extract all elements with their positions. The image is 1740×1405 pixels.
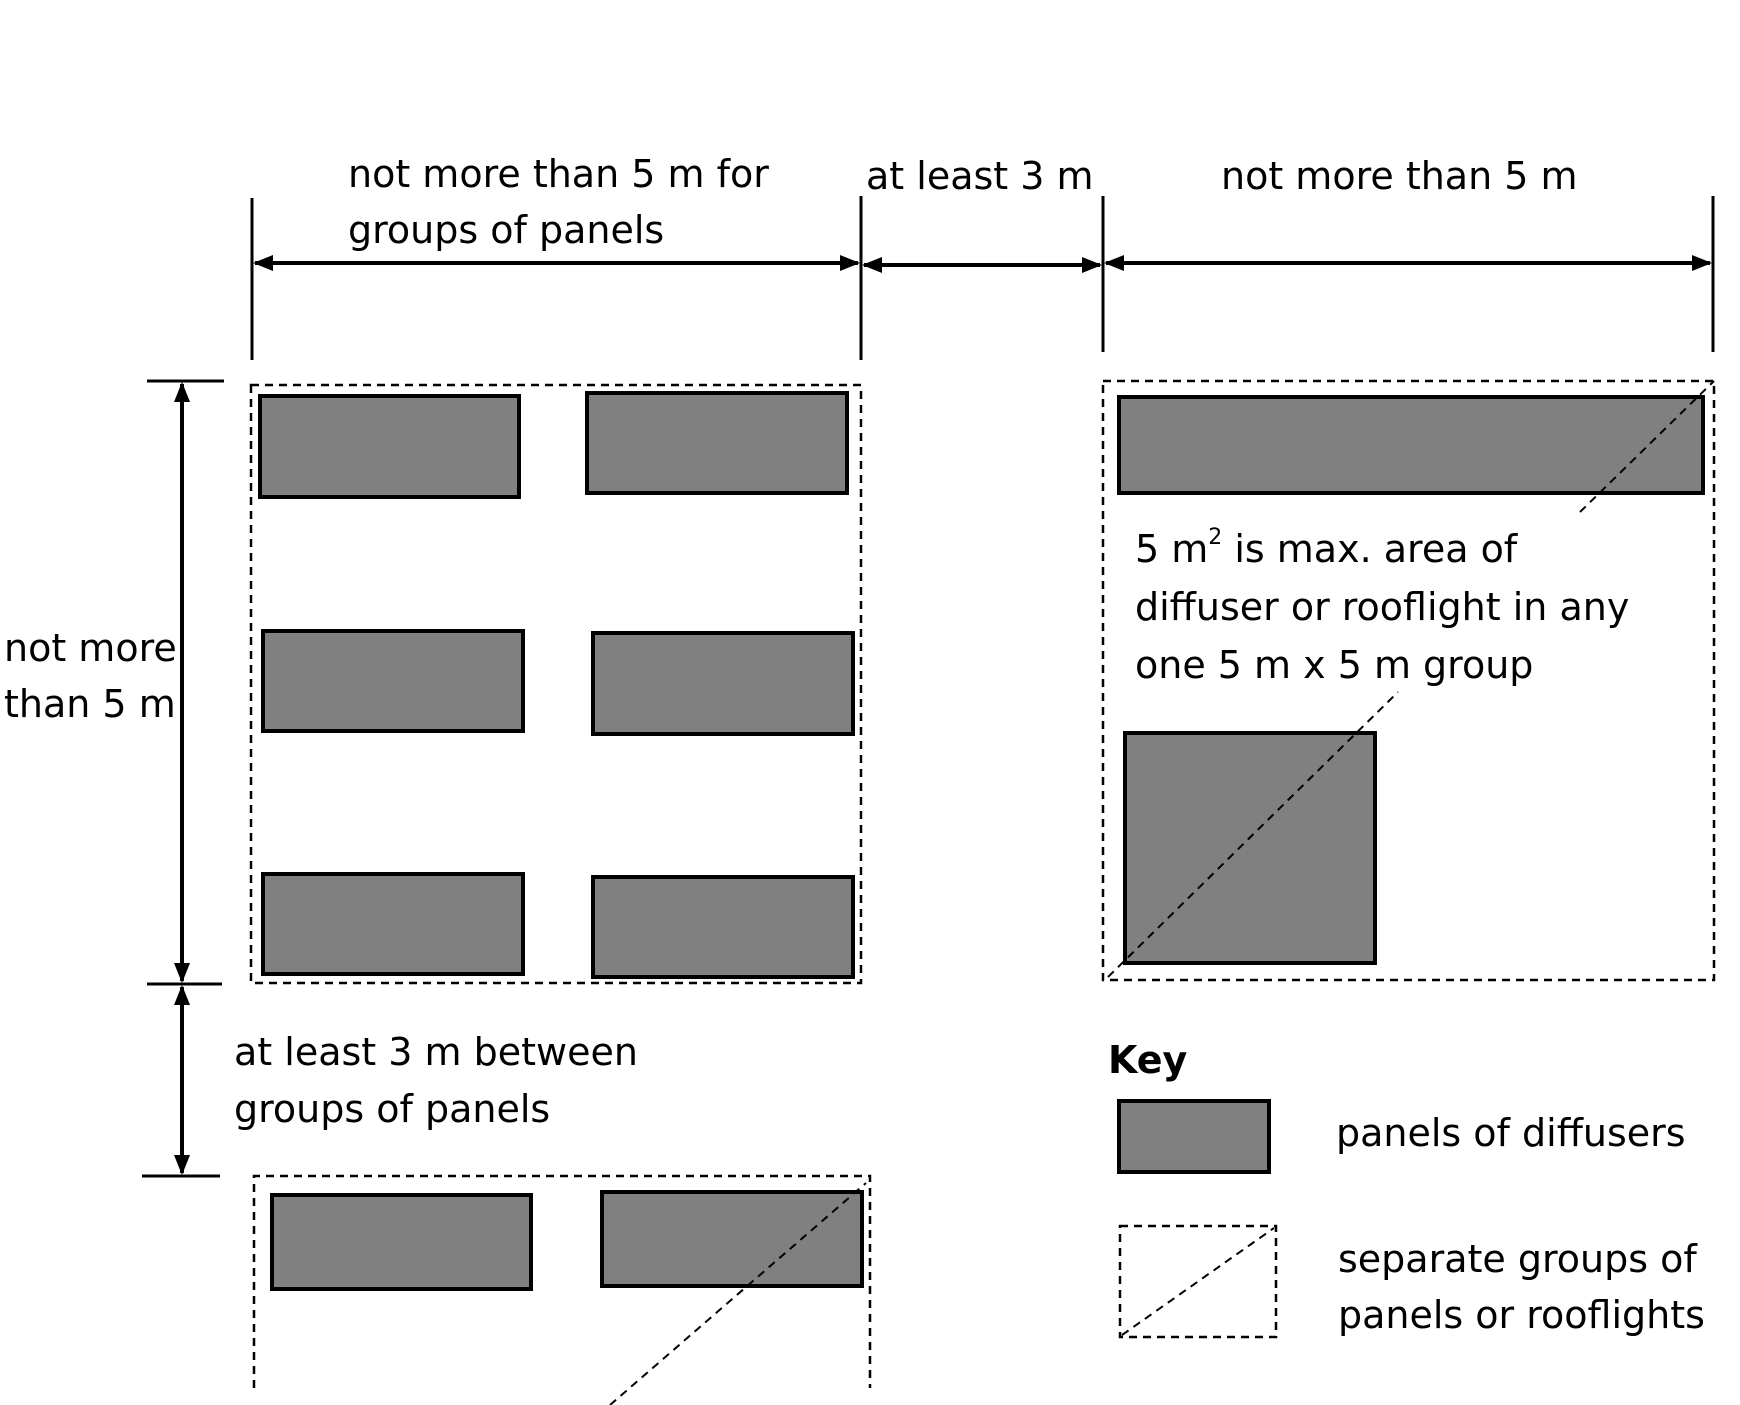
- top-middle-dimension-label: at least 3 m: [866, 154, 1094, 198]
- left-dimension-label: than 5 m: [4, 682, 176, 726]
- group-diagonal: [1579, 380, 1715, 513]
- area-note-label: one 5 m x 5 m group: [1135, 643, 1533, 687]
- diffuser-panel: [270, 1193, 533, 1291]
- key-item-label: panels or rooflights: [1338, 1293, 1705, 1337]
- diffuser-panel: [600, 1190, 864, 1288]
- left-panel-group: [249, 383, 863, 985]
- rooflight-panel: [1123, 731, 1377, 965]
- key-item-label: separate groups of: [1338, 1237, 1698, 1281]
- area-note-label: diffuser or rooflight in any: [1135, 585, 1629, 629]
- top-right-dimension-label: not more than 5 m: [1221, 154, 1578, 198]
- dashed-group-boundary: [249, 383, 863, 985]
- dashed-group-swatch-diagonal: [1121, 1227, 1275, 1336]
- diffuser-panel: [591, 631, 855, 736]
- top-dimensions: not more than 5 m for groups of panels a…: [250, 152, 1715, 360]
- diffuser-panel: [261, 872, 525, 976]
- top-left-dimension-label: groups of panels: [348, 208, 664, 252]
- area-note-label: 5 m2 is max. area of: [1135, 525, 1519, 571]
- panel-swatch-icon: [1117, 1099, 1271, 1174]
- diffuser-panel: [258, 394, 521, 499]
- diffuser-panel: [261, 629, 525, 733]
- between-groups-label: at least 3 m between: [234, 1030, 638, 1074]
- diffuser-panel: [591, 875, 855, 979]
- diffuser-panel: [1117, 395, 1705, 495]
- diffuser-panel: [585, 391, 849, 495]
- right-panel-group: 5 m2 is max. area of diffuser or rooflig…: [1101, 379, 1716, 982]
- between-groups-label: groups of panels: [234, 1087, 550, 1131]
- group-diagonal: [1107, 691, 1399, 978]
- key-item-label: panels of diffusers: [1336, 1111, 1686, 1155]
- key-legend: Key panels of diffusers separate groups …: [1108, 1038, 1705, 1339]
- dashed-group-boundary: [1101, 379, 1716, 982]
- dashed-group-swatch-icon: [1118, 1224, 1278, 1339]
- bottom-panel-group: [252, 1174, 872, 1405]
- top-left-dimension-label: not more than 5 m for: [348, 152, 769, 196]
- key-title: Key: [1108, 1038, 1188, 1082]
- left-dimensions: not more than 5 m at least 3 m between g…: [4, 379, 638, 1178]
- left-dimension-label: not more: [4, 626, 177, 670]
- group-diagonal: [609, 1182, 867, 1405]
- dashed-group-boundary: [252, 1174, 872, 1388]
